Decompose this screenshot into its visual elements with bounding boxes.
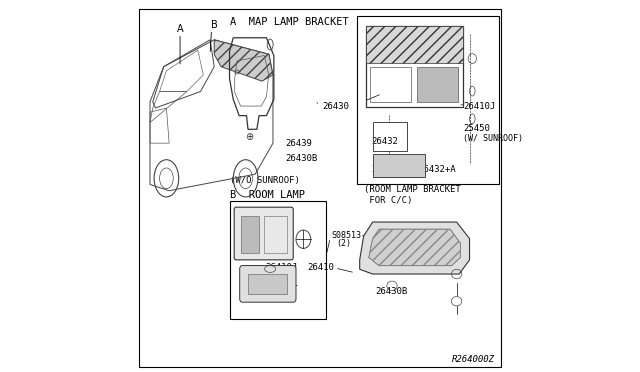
Text: A  MAP LAMP BRACKET: A MAP LAMP BRACKET	[230, 17, 348, 27]
Text: 26432: 26432	[372, 137, 399, 146]
Bar	[230, 201, 326, 319]
Text: 26410G: 26410G	[376, 255, 408, 264]
Text: 26411: 26411	[271, 279, 298, 288]
Text: 26410J: 26410J	[266, 263, 298, 272]
Text: (W/ SUNROOF): (W/ SUNROOF)	[463, 134, 524, 142]
Text: 26430: 26430	[322, 102, 349, 111]
Text: 26430B: 26430B	[285, 154, 317, 163]
Text: 25450: 25450	[463, 124, 490, 133]
Text: (ROOM LAMP BRACKET
 FOR C/C): (ROOM LAMP BRACKET FOR C/C)	[364, 185, 461, 205]
Text: S08513-51612: S08513-51612	[331, 231, 391, 240]
Text: 26439: 26439	[285, 139, 312, 148]
Text: 26432+A: 26432+A	[418, 165, 456, 174]
Text: 26410J: 26410J	[463, 102, 495, 111]
Text: R264000Z: R264000Z	[452, 355, 495, 364]
Bar	[357, 16, 499, 184]
Text: 26430B: 26430B	[376, 287, 408, 296]
Text: (2): (2)	[337, 239, 351, 248]
Text: 26410: 26410	[307, 263, 334, 272]
Text: 26497: 26497	[372, 165, 399, 174]
Text: (W/O SUNROOF): (W/O SUNROOF)	[230, 176, 300, 185]
Text: B  ROOM LAMP: B ROOM LAMP	[230, 190, 305, 200]
